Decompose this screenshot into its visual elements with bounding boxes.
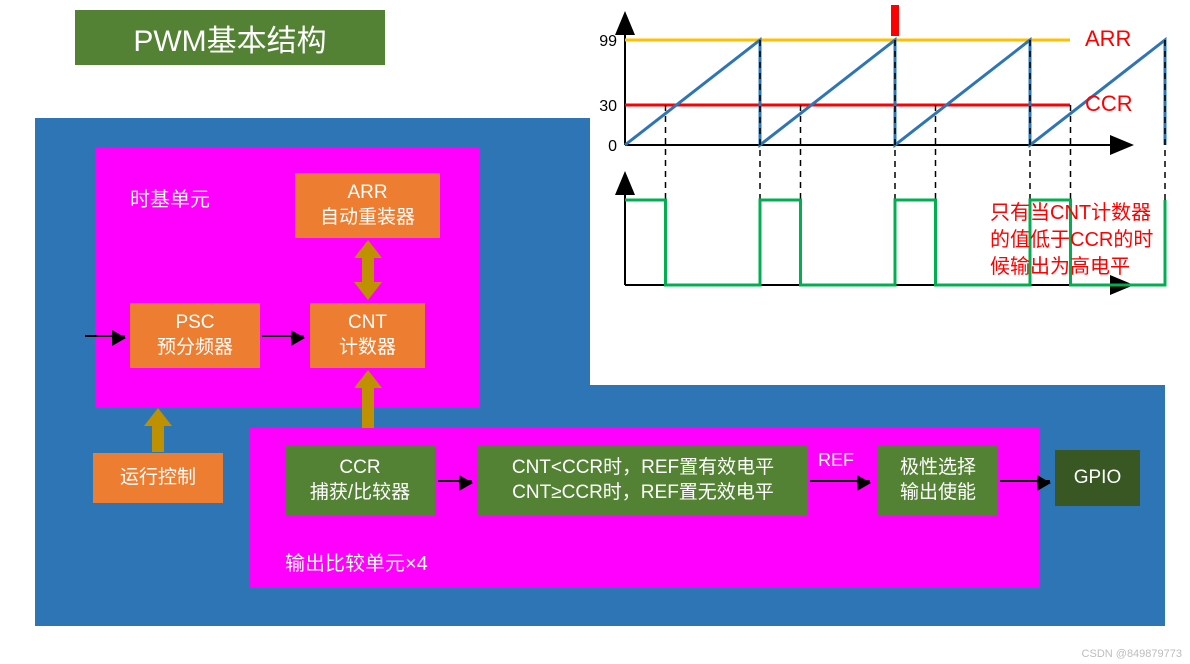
ccr-to-logic-arrow: [438, 480, 472, 482]
title-banner: PWM基本结构: [75, 10, 385, 65]
logic-line2: CNT≥CCR时，REF置无效电平: [512, 481, 774, 506]
arr-cnt-arrow: [357, 240, 379, 300]
chart-area: 99300ARRCCRCNT 只有当CNT计数器 的值低于CCR的时 候输出为高…: [590, 5, 1180, 385]
arr-line1: ARR: [347, 181, 387, 206]
svg-text:99: 99: [599, 33, 617, 50]
svg-text:30: 30: [599, 98, 617, 115]
cnt-line1: CNT: [348, 311, 387, 336]
run-control-arrow: [147, 408, 169, 452]
output-compare-label: 输出比较单元×4: [285, 547, 428, 576]
psc-to-cnt-arrow: [262, 335, 304, 337]
logic-to-polarity-arrow: [810, 480, 870, 482]
run-control-block: 运行控制: [93, 453, 223, 503]
timebase-panel: 时基单元 ARR 自动重装器 PSC 预分频器 CNT 计数器: [95, 148, 480, 408]
ccr-line2: 捕获/比较器: [310, 481, 410, 506]
arr-line2: 自动重装器: [320, 206, 415, 231]
note-line1: 只有当CNT计数器: [990, 202, 1151, 224]
psc-line2: 预分频器: [157, 336, 233, 361]
logic-block: CNT<CCR时，REF置有效电平 CNT≥CCR时，REF置无效电平: [478, 446, 808, 516]
cnt-block: CNT 计数器: [310, 303, 425, 368]
svg-text:ARR: ARR: [1085, 26, 1131, 51]
chart-note-text: 只有当CNT计数器 的值低于CCR的时 候输出为高电平: [990, 200, 1153, 281]
polarity-block: 极性选择 输出使能: [878, 446, 998, 516]
polarity-line2: 输出使能: [900, 481, 976, 506]
chart-svg: 99300ARRCCRCNT: [590, 5, 1180, 385]
output-compare-panel: CCR 捕获/比较器 CNT<CCR时，REF置有效电平 CNT≥CCR时，RE…: [250, 428, 1040, 588]
svg-text:0: 0: [608, 138, 617, 155]
note-line3: 候输出为高电平: [990, 256, 1130, 278]
ref-label: REF: [818, 450, 854, 471]
svg-text:CCR: CCR: [1085, 91, 1133, 116]
watermark: CSDN @849879773: [1082, 648, 1182, 660]
psc-block: PSC 预分频器: [130, 303, 260, 368]
polarity-line1: 极性选择: [900, 456, 976, 481]
ccr-line1: CCR: [339, 456, 380, 481]
psc-line1: PSC: [175, 311, 214, 336]
timebase-label: 时基单元: [130, 183, 210, 212]
cnt-line2: 计数器: [339, 336, 396, 361]
run-control-label: 运行控制: [120, 466, 196, 491]
logic-line1: CNT<CCR时，REF置有效电平: [512, 456, 774, 481]
gpio-label: GPIO: [1074, 466, 1122, 491]
note-line2: 的值低于CCR的时: [990, 229, 1153, 251]
polarity-to-gpio-arrow: [1000, 480, 1050, 482]
ccr-block: CCR 捕获/比较器: [285, 446, 435, 516]
psc-input-arrow: [85, 335, 125, 337]
arr-block: ARR 自动重装器: [295, 173, 440, 238]
gpio-block: GPIO: [1055, 450, 1140, 506]
